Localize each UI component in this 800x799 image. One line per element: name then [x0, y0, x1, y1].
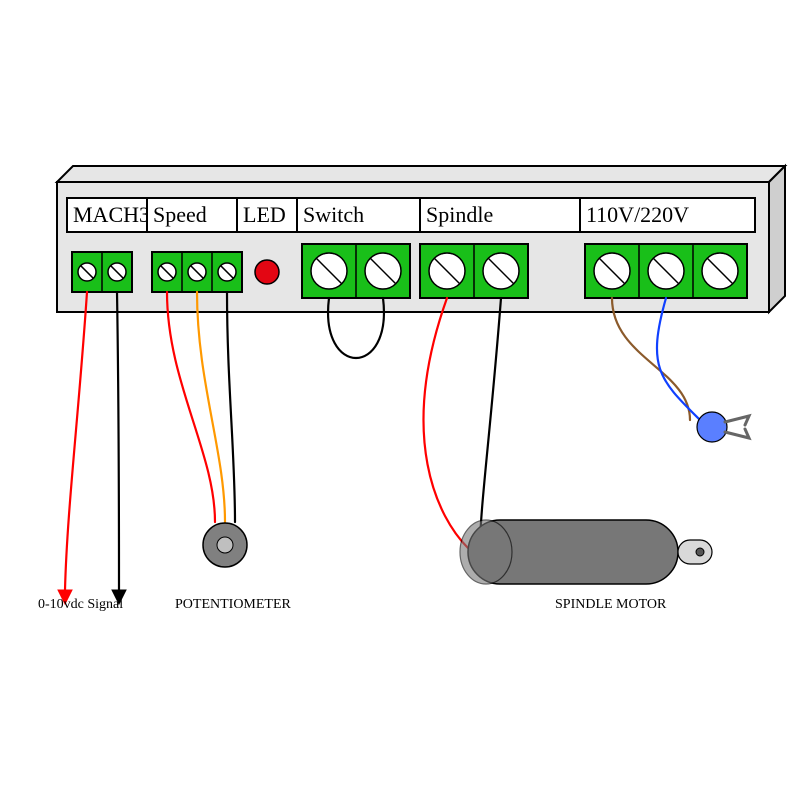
led-icon: [255, 260, 279, 284]
spindle-motor-shaft: [678, 540, 712, 564]
section-label-mach3: MACH3: [73, 202, 150, 227]
wire-spindle-black: [480, 298, 501, 548]
wire-power-blue: [657, 298, 700, 420]
signal-label: 0-10vdc Signal: [38, 597, 123, 612]
spindle-motor-cap: [460, 520, 512, 584]
section-label-power: 110V/220V: [586, 202, 689, 227]
spindle-shaft-hole: [696, 548, 704, 556]
wire-mach3-red: [65, 292, 87, 590]
potentiometer-label: POTENTIOMETER: [175, 597, 292, 612]
wire-speed-2: [227, 292, 235, 522]
section-label-spindle: Spindle: [426, 202, 493, 227]
section-label-switch: Switch: [303, 202, 364, 227]
plug-prong: [725, 429, 749, 438]
wire-power-brown: [612, 298, 690, 420]
plug-prong: [725, 416, 749, 425]
section-label-led: LED: [243, 202, 286, 227]
potentiometer-shaft: [217, 537, 233, 553]
plug-body: [697, 412, 727, 442]
wiring-diagram: MACH3Speed LED Switch Spindle 110V/220V POTEN…: [0, 0, 800, 799]
enclosure-top: [57, 166, 785, 182]
wire-spindle-red: [424, 298, 468, 548]
enclosure-side: [769, 166, 785, 312]
section-label-speed: Speed: [153, 202, 207, 227]
wire-mach3-black: [117, 292, 119, 590]
spindle-motor-label: SPINDLE MOTOR: [555, 597, 667, 612]
wire-speed-0: [167, 292, 215, 522]
